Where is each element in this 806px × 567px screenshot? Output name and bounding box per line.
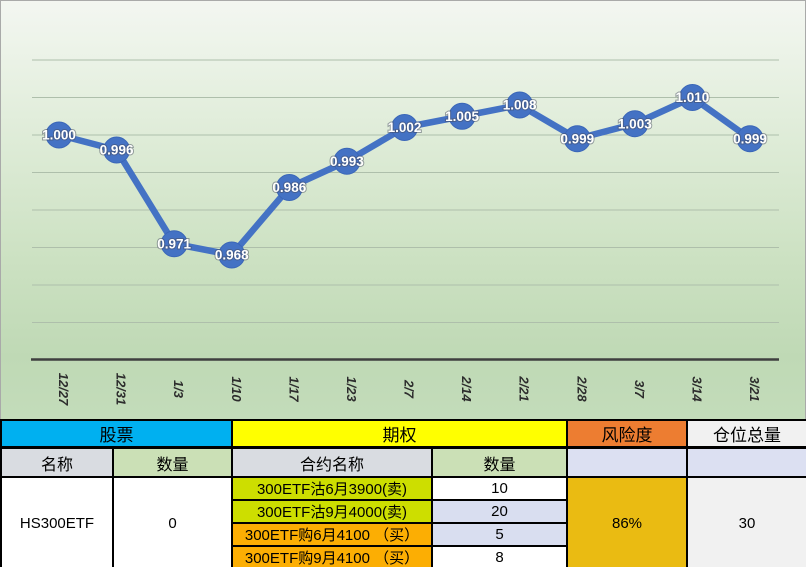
x-axis-tick-label: 1/23: [344, 376, 359, 402]
data-point-marker: [275, 174, 303, 201]
table-row: 300ETF沽9月4000(卖) 20: [1, 499, 806, 524]
contract-cell[interactable]: 300ETF沽6月3900(卖): [231, 476, 433, 501]
table-group-header-row: 股票 期权 风险度 仓位总量: [0, 419, 806, 449]
data-point-label: 0.968: [215, 248, 249, 263]
x-axis-tick-label: 1/10: [229, 376, 244, 402]
x-axis-tick-label: 1/3: [171, 380, 186, 399]
data-point-marker: [448, 102, 476, 130]
header-options[interactable]: 期权: [231, 419, 568, 449]
subheader-stock-qty[interactable]: 数量: [112, 446, 233, 478]
data-point-label: 1.003: [618, 116, 652, 131]
positions-table: 股票 期权 风险度 仓位总量 名称 数量 合约名称 数量 HS300ETF 0 …: [0, 419, 806, 567]
data-point-label: 0.993: [330, 154, 364, 169]
total-position-cell[interactable]: 30: [686, 476, 806, 567]
header-stock[interactable]: 股票: [0, 419, 233, 449]
data-point-label: 1.000: [42, 128, 76, 143]
subheader-risk-empty[interactable]: [566, 446, 688, 478]
x-axis-tick-label: 3/21: [747, 376, 762, 401]
subheader-total-empty[interactable]: [686, 446, 806, 478]
x-axis-tick-label: 3/14: [689, 376, 704, 402]
contract-qty-cell[interactable]: 5: [431, 522, 568, 547]
data-point-label: 0.971: [157, 236, 191, 251]
data-point-label: 1.010: [676, 90, 710, 105]
header-risk-degree[interactable]: 风险度: [566, 419, 688, 449]
subheader-contract-name[interactable]: 合约名称: [231, 446, 433, 478]
x-axis-tick-label: 12/27: [56, 373, 71, 406]
data-point-marker: [678, 84, 706, 111]
x-axis-tick-label: 1/17: [286, 376, 301, 402]
subheader-stock-name[interactable]: 名称: [0, 446, 114, 478]
data-point-label: 1.002: [388, 120, 422, 135]
contract-qty-cell[interactable]: 8: [431, 545, 568, 567]
x-axis-tick-label: 12/31: [114, 373, 129, 406]
data-point-label: 0.986: [272, 180, 306, 195]
data-point-marker: [160, 230, 188, 258]
data-point-marker: [621, 110, 649, 138]
data-point-label: 1.005: [445, 109, 479, 124]
subheader-contract-qty[interactable]: 数量: [431, 446, 568, 478]
table-row: HS300ETF 0 300ETF沽6月3900(卖) 10 86% 30: [0, 476, 806, 567]
data-point-marker: [103, 136, 131, 164]
data-point-marker: [333, 147, 361, 175]
data-point-marker: [736, 125, 764, 153]
contract-cell[interactable]: 300ETF沽9月4000(卖): [231, 499, 433, 524]
x-axis-tick-label: 3/7: [632, 380, 647, 399]
data-point-marker: [391, 114, 418, 141]
table-subheader-row: 名称 数量 合约名称 数量: [0, 446, 806, 478]
risk-value-cell[interactable]: 86%: [566, 476, 688, 567]
data-point-marker: [506, 91, 534, 119]
x-axis-tick-label: 2/28: [574, 375, 589, 402]
stock-name-cell[interactable]: HS300ETF: [0, 476, 114, 567]
table-row: 300ETF购9月4100 （买） 8: [1, 545, 806, 567]
stock-qty-cell[interactable]: 0: [112, 476, 233, 567]
data-point-marker: [563, 125, 591, 153]
data-point-label: 0.996: [100, 143, 134, 158]
data-point-label: 0.999: [733, 131, 767, 146]
x-axis-tick-label: 2/21: [517, 375, 532, 401]
contract-qty-cell[interactable]: 20: [431, 499, 568, 524]
header-total-position[interactable]: 仓位总量: [686, 419, 806, 449]
contract-cell[interactable]: 300ETF购6月4100 （买）: [231, 522, 433, 547]
data-point-label: 1.008: [503, 98, 537, 113]
chart-canvas: 1.000 12/27 0.996 12/31 0.971 1/3 0.968 1/10 0.9…: [31, 59, 779, 406]
data-point-label: 0.999: [560, 131, 594, 146]
data-point-marker: [218, 241, 246, 269]
table-row: 300ETF购6月4100 （买） 5: [1, 522, 806, 547]
contract-cell[interactable]: 300ETF购9月4100 （买）: [231, 545, 433, 567]
contract-qty-cell[interactable]: 10: [431, 476, 568, 501]
line-chart[interactable]: 1.000 12/27 0.996 12/31 0.971 1/3 0.968 1/10 0.9…: [0, 0, 806, 419]
x-axis-tick-label: 2/7: [402, 379, 417, 399]
x-axis-tick-label: 2/14: [459, 375, 474, 402]
data-point-marker: [45, 121, 73, 149]
